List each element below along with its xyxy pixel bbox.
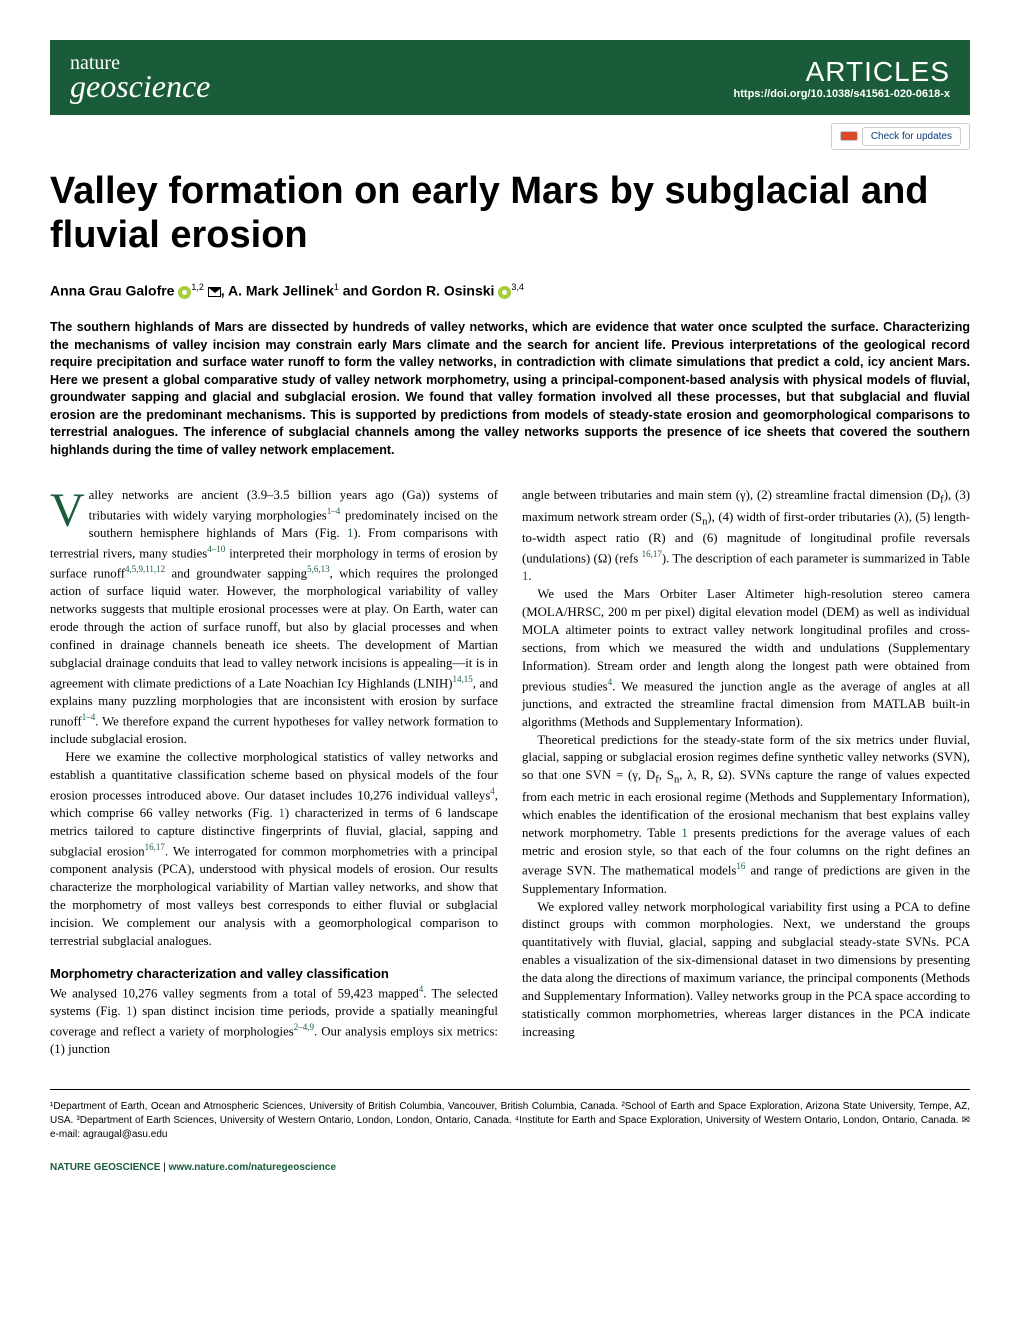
dropcap: V — [50, 487, 89, 532]
footer-url[interactable]: www.nature.com/naturegeoscience — [169, 1162, 336, 1173]
body-text: Valley networks are ancient (3.9–3.5 bil… — [50, 487, 970, 1059]
ref-link[interactable]: 14,15 — [452, 674, 472, 684]
ref-link[interactable]: 1–4 — [327, 506, 341, 516]
ref-link[interactable]: 4–10 — [207, 544, 225, 554]
author-2[interactable]: A. Mark Jellinek — [228, 283, 334, 299]
author-list: Anna Grau Galofre 1,2 , A. Mark Jellinek… — [50, 282, 970, 299]
orcid-icon[interactable] — [498, 286, 511, 299]
doi-link[interactable]: https://doi.org/10.1038/s41561-020-0618-… — [734, 88, 950, 100]
paragraph-7: We explored valley network morphological… — [522, 899, 970, 1042]
check-updates-badge[interactable]: Check for updates — [50, 123, 970, 150]
and: and — [339, 283, 372, 299]
ref-link[interactable]: 5,6,13 — [307, 564, 330, 574]
paragraph-1: Valley networks are ancient (3.9–3.5 bil… — [50, 487, 498, 749]
ref-link[interactable]: 4,5,9,11,12 — [125, 564, 165, 574]
orcid-icon[interactable] — [178, 286, 191, 299]
header-right: ARTICLES https://doi.org/10.1038/s41561-… — [734, 56, 950, 100]
section-label: ARTICLES — [734, 56, 950, 88]
journal-name-bottom: geoscience — [70, 68, 210, 104]
ref-link[interactable]: 1–4 — [82, 712, 96, 722]
footer-journal: NATURE GEOSCIENCE — [50, 1162, 160, 1173]
paragraph-5: We used the Mars Orbiter Laser Altimeter… — [522, 586, 970, 732]
abstract: The southern highlands of Mars are disse… — [50, 319, 970, 459]
updates-label: Check for updates — [862, 127, 961, 146]
author-3-aff: 3,4 — [511, 282, 524, 292]
paragraph-4: angle between tributaries and main stem … — [522, 487, 970, 586]
ref-link[interactable]: 16,17 — [145, 842, 165, 852]
affiliations: ¹Department of Earth, Ocean and Atmosphe… — [50, 1089, 970, 1142]
journal-logo: nature geoscience — [70, 54, 210, 101]
author-1-aff: 1,2 — [191, 282, 204, 292]
ref-link[interactable]: 2–4,9 — [294, 1022, 314, 1032]
page-footer: NATURE GEOSCIENCE | www.nature.com/natur… — [50, 1162, 970, 1173]
journal-header: nature geoscience ARTICLES https://doi.o… — [50, 40, 970, 115]
updates-icon — [840, 131, 858, 141]
paragraph-6: Theoretical predictions for the steady-s… — [522, 732, 970, 899]
author-1[interactable]: Anna Grau Galofre — [50, 283, 174, 299]
paragraph-3: We analysed 10,276 valley segments from … — [50, 983, 498, 1059]
author-3[interactable]: Gordon R. Osinski — [372, 283, 495, 299]
section-heading: Morphometry characterization and valley … — [50, 965, 498, 983]
article-title: Valley formation on early Mars by subgla… — [50, 170, 970, 257]
ref-link[interactable]: 16,17 — [642, 549, 662, 559]
envelope-icon[interactable] — [208, 287, 221, 297]
paragraph-2: Here we examine the collective morpholog… — [50, 749, 498, 951]
sep: , — [221, 283, 228, 299]
